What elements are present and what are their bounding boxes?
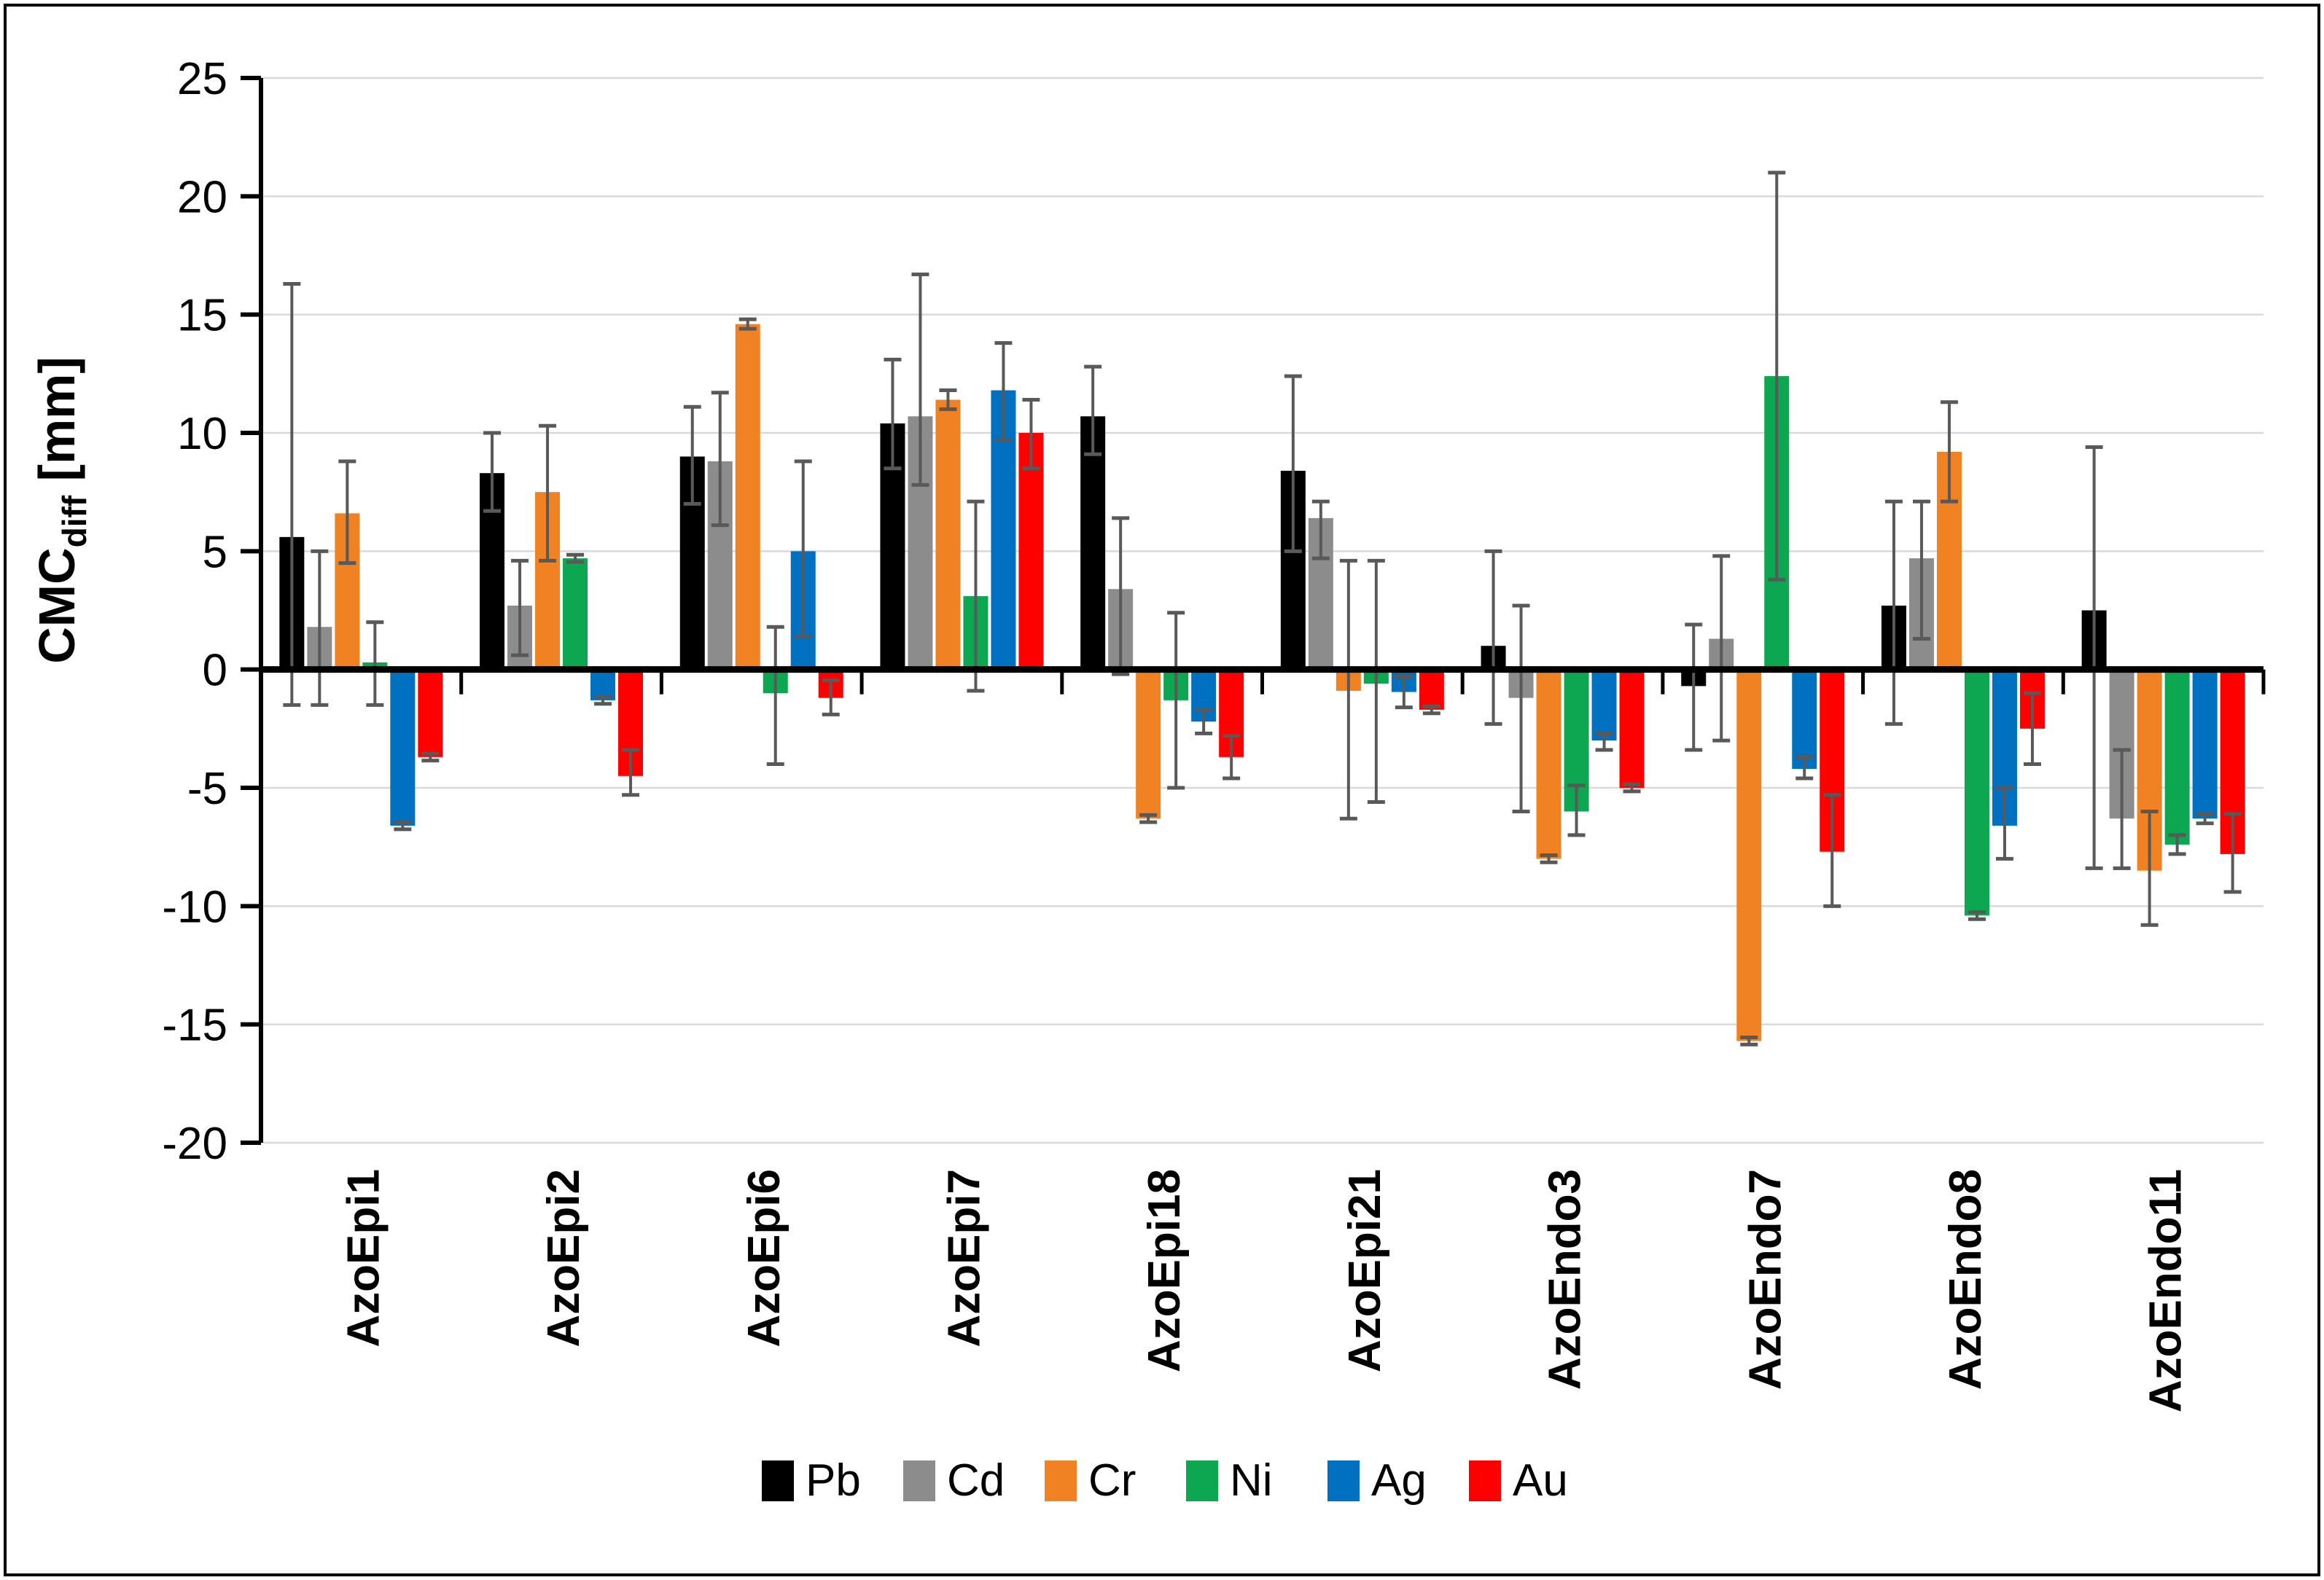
bar-au-azoepi1 (418, 669, 443, 757)
y-tick-label: 10 (177, 409, 227, 459)
bar-ni-azoepi2 (563, 558, 588, 670)
bar-ag-azoendo3 (1591, 669, 1617, 741)
bar-cr-azoendo3 (1536, 669, 1561, 859)
y-axis-title: CMCdiff [mm] (28, 356, 93, 664)
bar-cr-azoepi7 (935, 399, 961, 670)
bar-pb-azoepi18 (1080, 416, 1106, 670)
legend-swatch-cr (1045, 1460, 1077, 1501)
y-tick-label: -20 (162, 1119, 227, 1169)
bar-au-azoepi21 (1419, 669, 1444, 710)
legend-label-ni: Ni (1230, 1455, 1273, 1506)
legend-swatch-pb (762, 1460, 794, 1501)
bar-cr-azoepi6 (735, 324, 760, 670)
bar-ni-azoendo8 (1964, 669, 1989, 916)
bar-ag-azoepi1 (390, 669, 416, 826)
x-category-label: AzoEpi1 (338, 1169, 389, 1348)
x-category-label: AzoEndo3 (1540, 1169, 1591, 1390)
bar-cr-azoepi18 (1136, 669, 1161, 819)
y-tick-label: 5 (203, 527, 227, 577)
x-category-label: AzoEndo7 (1740, 1169, 1790, 1390)
y-tick-label: 20 (177, 172, 227, 222)
legend-label-au: Au (1513, 1455, 1568, 1506)
legend-label-ag: Ag (1371, 1455, 1427, 1506)
y-tick-label: 0 (203, 646, 227, 696)
y-tick-label: 25 (177, 54, 227, 104)
bar-ni-azoendo11 (2164, 669, 2190, 845)
bar-cr-azoendo7 (1736, 669, 1762, 1041)
x-category-label: AzoEpi21 (1340, 1169, 1390, 1372)
y-tick-label: 15 (177, 291, 227, 341)
x-category-label: AzoEpi6 (739, 1169, 789, 1348)
bar-au-azoepi7 (1018, 433, 1044, 670)
y-tick-label: -5 (187, 764, 227, 814)
legend-label-cd: Cd (947, 1455, 1005, 1506)
outer-border (4, 4, 2320, 1576)
x-category-label: AzoEndo8 (1941, 1169, 1991, 1390)
x-category-label: AzoEpi7 (939, 1169, 989, 1348)
legend-swatch-cd (903, 1460, 935, 1501)
legend-swatch-ag (1327, 1460, 1360, 1501)
x-category-label: AzoEndo11 (2141, 1169, 2191, 1412)
bar-ag-azoendo11 (2192, 669, 2218, 819)
bar-ag-azoendo7 (1792, 669, 1817, 770)
legend-label-cr: Cr (1088, 1455, 1136, 1506)
legend-swatch-au (1469, 1460, 1501, 1501)
legend-swatch-ni (1186, 1460, 1218, 1501)
x-category-label: AzoEpi18 (1139, 1169, 1190, 1372)
bar-au-azoendo3 (1619, 669, 1645, 788)
legend-label-pb: Pb (806, 1455, 861, 1506)
x-category-label: AzoEpi2 (539, 1169, 589, 1348)
y-tick-label: -10 (162, 882, 227, 932)
y-tick-label: -15 (162, 1001, 227, 1051)
